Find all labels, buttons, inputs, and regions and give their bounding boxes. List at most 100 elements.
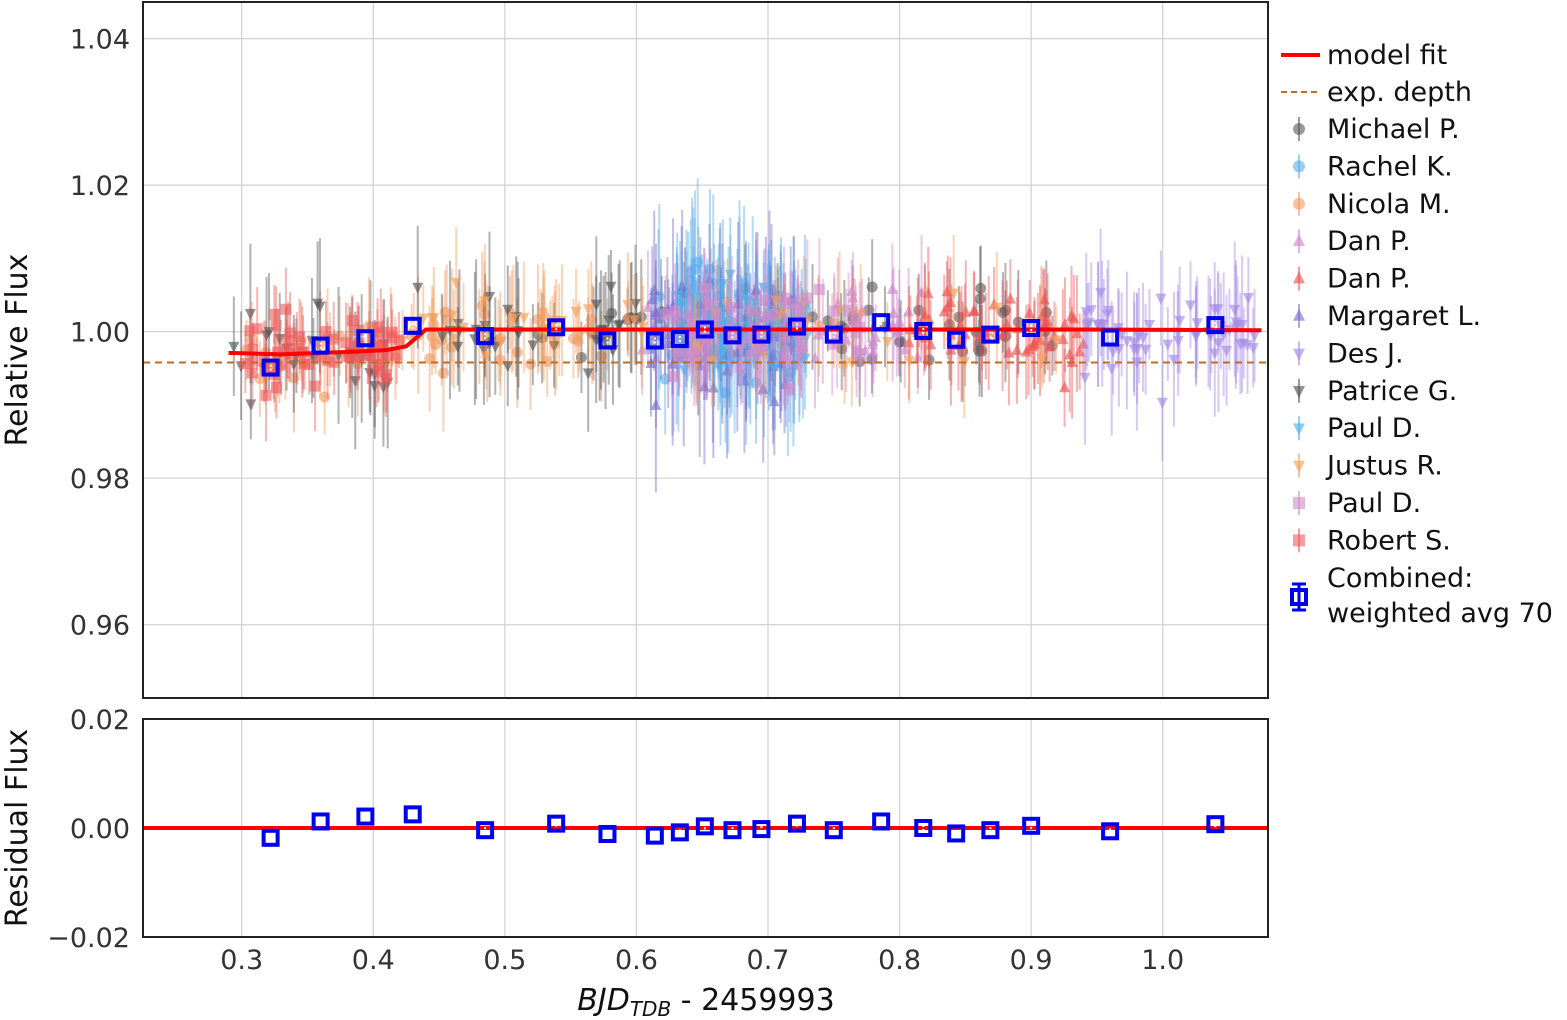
data-point [1209,348,1221,360]
combined-marker [645,826,664,845]
residual-y-tick-label: 0.02 [70,705,130,736]
combined-marker [872,313,891,332]
combined-marker [1206,815,1225,834]
data-point [646,293,658,305]
data-point [328,333,340,345]
data-point [1003,346,1015,358]
data-point [717,279,729,291]
data-point [881,336,893,348]
data-point [582,368,594,380]
data-point [352,352,364,364]
residual-point [787,814,806,833]
data-point [942,300,954,312]
data-point [1106,363,1118,375]
data-point [320,326,332,338]
combined-marker [947,330,966,349]
legend-observer-label: Rachel K. [1327,151,1453,182]
data-point [436,332,448,344]
data-point [244,325,256,337]
data-point [349,376,361,388]
legend-marker [1293,123,1305,135]
data-point [585,314,597,326]
data-point [671,290,683,302]
data-point [1064,348,1076,360]
main-y-tick-label: 1.00 [70,318,130,349]
data-point [1143,319,1155,331]
data-point [708,346,720,358]
data-point [270,382,282,394]
data-point [726,354,738,366]
combined-point [981,325,1000,344]
data-point [912,351,924,363]
data-point [246,334,258,346]
residual-point [645,826,664,845]
data-point [268,308,280,320]
combined-marker [824,325,843,344]
data-point [417,313,429,325]
data-point [792,303,804,315]
data-point [838,361,850,373]
data-point [1242,293,1254,305]
combined-marker [723,821,742,840]
data-point [1221,345,1233,357]
data-point [590,299,602,311]
data-point [377,338,389,350]
data-point [894,336,906,348]
data-point [370,359,382,371]
data-point [582,304,594,316]
data-point [1156,397,1168,409]
data-point [785,341,797,353]
data-point [991,302,1003,314]
data-point [779,308,791,320]
data-point [314,301,326,313]
legend-observer-label: Justus R. [1325,451,1443,482]
combined-marker [981,325,1000,344]
legend-observer-label: Patrice G. [1327,376,1457,407]
data-point [1004,292,1016,304]
data-point [676,280,688,292]
data-point [750,377,762,389]
data-point [1081,320,1093,332]
main-y-tick-label: 0.96 [70,611,130,642]
data-point [765,283,777,295]
data-point [377,382,389,394]
residual-point [476,821,495,840]
legend-observer-label: Michael P. [1327,114,1460,145]
data-point [903,336,915,348]
data-point [840,333,852,345]
data-point [386,332,398,344]
data-point [1107,346,1119,358]
residual-point [670,823,689,842]
combined-marker [645,331,664,350]
legend-observer-entry: Michael P. [1293,114,1460,145]
data-point [1024,306,1036,318]
data-point [495,337,507,349]
data-point [260,389,272,401]
data-point [1077,337,1089,349]
data-point [828,318,840,330]
data-point [847,291,859,303]
legend-marker [1293,460,1305,473]
combined-marker [787,814,806,833]
combined-marker [914,819,933,837]
data-point [768,308,780,320]
combined-point [311,336,330,355]
data-point [689,263,701,275]
observer-series-des-j-6 [1079,228,1261,462]
data-point [507,313,519,325]
data-point [1238,338,1250,350]
combined-point [787,317,806,336]
combined-marker [476,327,495,346]
data-point [903,305,915,317]
data-point [863,304,875,316]
data-point [704,263,716,275]
legend: model fit exp. depth Michael P. Rachel K.… [1281,40,1553,629]
combined-marker [1206,316,1225,335]
x-tick-label: 0.5 [483,945,526,976]
data-point [650,305,662,317]
x-tick-label: 0.9 [1010,945,1053,976]
data-point [1038,293,1050,305]
data-point [622,300,634,312]
data-point [1133,331,1145,343]
legend-marker [1293,386,1305,398]
